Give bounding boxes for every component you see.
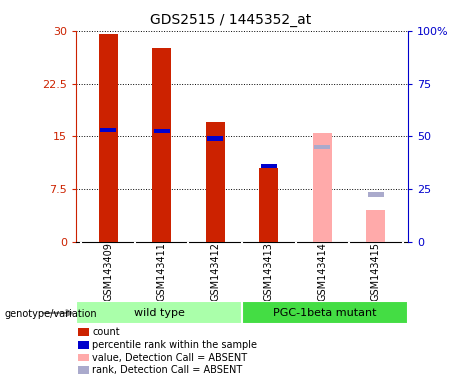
Bar (314, 145, 331, 149)
Text: value, Detection Call = ABSENT: value, Detection Call = ABSENT (92, 353, 247, 362)
Bar (76, 301, 242, 324)
Bar (207, 136, 223, 141)
Bar (152, 48, 171, 242)
Text: count: count (92, 327, 120, 337)
Bar (313, 133, 332, 242)
Text: PGC-1beta mutant: PGC-1beta mutant (273, 308, 377, 318)
Text: GSM143413: GSM143413 (264, 242, 274, 301)
Bar (366, 210, 385, 242)
Bar (260, 168, 278, 242)
Text: GSM143411: GSM143411 (157, 242, 167, 301)
Bar (100, 128, 116, 132)
Bar (206, 122, 225, 242)
Text: GDS2515 / 1445352_at: GDS2515 / 1445352_at (150, 13, 311, 27)
Text: percentile rank within the sample: percentile rank within the sample (92, 340, 257, 350)
Bar (242, 301, 408, 324)
Text: GSM143412: GSM143412 (210, 242, 220, 301)
Text: genotype/variation: genotype/variation (5, 309, 97, 319)
Bar (99, 34, 118, 242)
Text: GSM143414: GSM143414 (317, 242, 327, 301)
Text: rank, Detection Call = ABSENT: rank, Detection Call = ABSENT (92, 365, 242, 375)
Text: GSM143409: GSM143409 (103, 242, 113, 301)
Bar (154, 129, 170, 133)
Bar (261, 164, 277, 168)
Text: wild type: wild type (134, 308, 184, 318)
Bar (368, 192, 384, 197)
Text: GSM143415: GSM143415 (371, 242, 381, 301)
